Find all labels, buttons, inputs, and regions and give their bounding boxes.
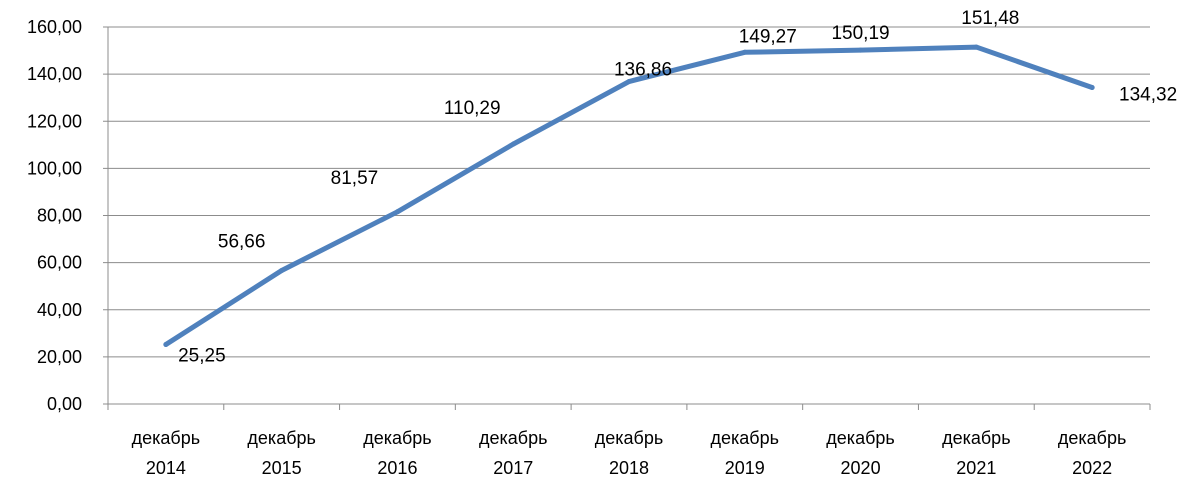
y-tick-label: 40,00 xyxy=(37,300,82,320)
x-tick-label: декабрь 2022 xyxy=(1058,428,1127,478)
y-tick-label: 60,00 xyxy=(37,253,82,273)
series-line-0 xyxy=(163,44,1095,348)
x-axis: декабрь 2014 декабрь 2015 декабрь 2016 декабрь… xyxy=(107,403,1151,478)
data-label: 151,48 xyxy=(961,8,1019,29)
data-point xyxy=(163,342,169,348)
data-point xyxy=(279,267,285,273)
y-tick-label: 160,00 xyxy=(27,17,82,37)
data-label: 134,32 xyxy=(1119,85,1177,106)
x-tick-label: декабрь 2015 xyxy=(247,428,316,478)
y-tick-label: 0,00 xyxy=(47,394,82,414)
x-tick-label: декабрь 2014 xyxy=(132,428,201,478)
x-tick-label: декабрь 2018 xyxy=(595,428,664,478)
data-point xyxy=(1089,85,1095,91)
data-point xyxy=(742,49,748,55)
data-point xyxy=(626,79,632,85)
y-tick-label: 20,00 xyxy=(37,347,82,367)
data-label: 150,19 xyxy=(831,23,889,44)
y-tick-label: 100,00 xyxy=(27,158,82,178)
data-labels: 25,25 56,66 81,57 110,29 136,86 149,27 150,19 1… xyxy=(178,8,1177,366)
y-tick-label: 140,00 xyxy=(27,64,82,84)
data-label: 149,27 xyxy=(739,26,797,47)
data-label: 81,57 xyxy=(331,168,379,189)
x-tick-label: декабрь 2017 xyxy=(479,428,548,478)
data-point xyxy=(510,141,516,147)
data-label: 56,66 xyxy=(218,231,266,252)
y-tick-label: 120,00 xyxy=(27,111,82,131)
y-axis: 0,00 20,00 40,00 60,00 80,00 100,00 120,00 140,… xyxy=(27,17,109,414)
y-tick-label: 80,00 xyxy=(37,206,82,226)
data-point xyxy=(394,209,400,215)
x-tick-label: декабрь 2021 xyxy=(942,428,1011,478)
x-tick-label: декабрь 2019 xyxy=(711,428,780,478)
data-point xyxy=(858,47,864,53)
x-tick-label: декабрь 2020 xyxy=(826,428,895,478)
series-group xyxy=(163,44,1095,348)
gridlines xyxy=(108,26,1150,358)
data-label: 25,25 xyxy=(178,346,226,367)
data-point xyxy=(973,44,979,50)
x-tick-label: декабрь 2016 xyxy=(363,428,432,478)
data-label: 110,29 xyxy=(444,98,501,119)
data-label: 136,86 xyxy=(614,60,672,81)
